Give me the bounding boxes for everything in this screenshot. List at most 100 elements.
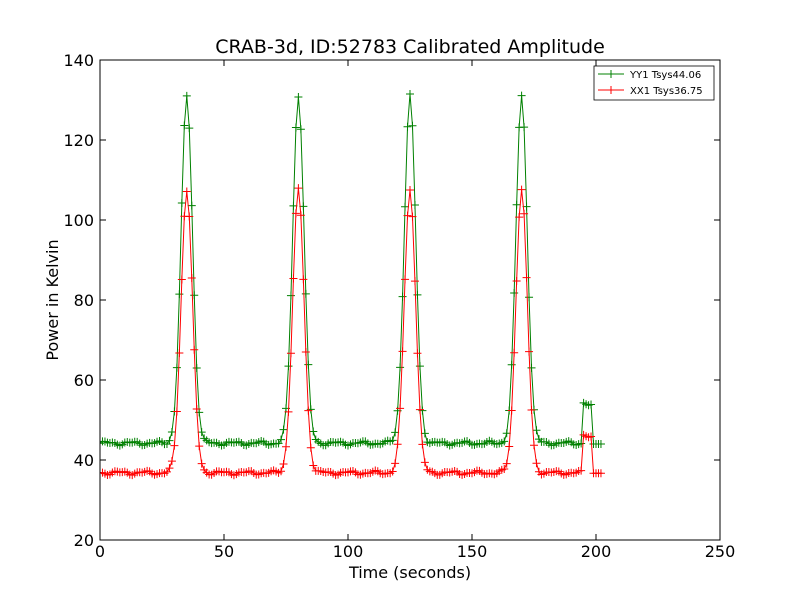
data-point — [167, 457, 176, 466]
data-point — [391, 428, 400, 437]
data-point — [185, 212, 194, 221]
plot-area — [100, 89, 605, 480]
x-tick-label: 50 — [214, 542, 234, 561]
data-point — [406, 186, 414, 195]
x-axis-label: Time (seconds) — [348, 563, 471, 582]
data-point — [401, 202, 410, 211]
data-point — [413, 349, 422, 358]
data-point — [284, 362, 293, 371]
data-point — [301, 347, 310, 356]
data-point — [527, 363, 536, 372]
data-point — [577, 439, 586, 448]
x-tick-label: 150 — [457, 542, 488, 561]
data-point — [415, 362, 424, 371]
data-point — [277, 467, 286, 476]
data-point — [510, 348, 519, 357]
x-tick-label: 0 — [95, 542, 105, 561]
data-point — [403, 211, 412, 220]
data-point — [286, 349, 295, 358]
data-point — [291, 209, 300, 218]
x-tick-label: 250 — [705, 542, 736, 561]
legend: YY1 Tsys44.06 XX1 Tsys36.75 — [593, 65, 715, 101]
data-point — [304, 406, 313, 415]
legend-marker-yy1 — [607, 70, 615, 78]
y-axis-label: Power in Kelvin — [43, 239, 62, 360]
data-point — [185, 124, 194, 133]
data-point — [517, 185, 526, 194]
y-tick-label: 60 — [74, 371, 94, 390]
data-point — [286, 291, 295, 300]
data-point — [182, 91, 191, 100]
data-point — [398, 347, 407, 356]
x-tick-label: 200 — [581, 542, 612, 561]
data-point — [420, 458, 429, 467]
data-point — [177, 275, 186, 284]
data-point — [197, 428, 206, 437]
data-point — [507, 360, 516, 369]
data-point — [192, 364, 201, 373]
axis-ticks: 0 50 100 150 200 250 20 40 60 80 100 120 140 — [63, 51, 735, 561]
data-point — [279, 425, 288, 434]
data-point — [172, 363, 181, 372]
data-point — [195, 442, 204, 451]
legend-label-xx1: XX1 Tsys36.75 — [630, 86, 703, 97]
data-point — [517, 91, 526, 100]
data-point — [187, 273, 196, 282]
data-point — [182, 187, 191, 196]
data-point — [505, 442, 514, 451]
data-point — [577, 466, 586, 475]
data-point — [525, 347, 534, 356]
data-point — [596, 440, 605, 448]
data-point — [187, 201, 196, 210]
data-point — [500, 464, 509, 473]
data-point — [396, 363, 405, 372]
data-point — [502, 459, 511, 468]
data-point — [304, 360, 313, 369]
data-point — [596, 469, 605, 478]
legend-label-yy1: YY1 Tsys44.06 — [629, 70, 701, 81]
data-point — [532, 459, 541, 468]
y-tick-label: 20 — [74, 531, 94, 550]
data-point — [301, 289, 310, 298]
data-point — [418, 440, 427, 449]
data-point — [522, 273, 531, 282]
data-point — [388, 436, 397, 445]
data-point — [306, 443, 315, 452]
data-point — [502, 429, 511, 438]
data-point — [170, 441, 179, 450]
data-point — [289, 274, 298, 283]
data-point — [527, 405, 536, 414]
data-point — [190, 345, 199, 354]
data-point — [299, 202, 308, 211]
y-tick-label: 40 — [74, 451, 94, 470]
data-point — [172, 407, 181, 416]
data-point — [294, 184, 303, 193]
data-point — [165, 436, 174, 445]
data-point — [410, 277, 419, 286]
data-point — [309, 461, 318, 470]
data-point — [530, 441, 538, 450]
data-point — [294, 93, 303, 102]
data-point — [420, 429, 429, 438]
data-point — [532, 426, 541, 435]
data-point — [175, 349, 184, 358]
data-point — [413, 290, 422, 299]
data-point — [401, 275, 410, 284]
data-point — [396, 404, 405, 413]
legend-marker-xx1 — [607, 86, 615, 94]
data-point — [284, 407, 293, 416]
data-point — [177, 199, 186, 208]
data-point — [587, 400, 596, 409]
data-point — [192, 405, 201, 414]
data-point — [291, 123, 300, 132]
data-point — [299, 275, 308, 284]
data-point — [175, 290, 184, 299]
data-point — [512, 200, 521, 209]
data-point — [587, 432, 596, 441]
data-point — [415, 405, 424, 414]
data-point — [197, 459, 206, 468]
data-point — [510, 289, 519, 298]
data-point — [512, 277, 521, 286]
data-point — [279, 459, 288, 468]
